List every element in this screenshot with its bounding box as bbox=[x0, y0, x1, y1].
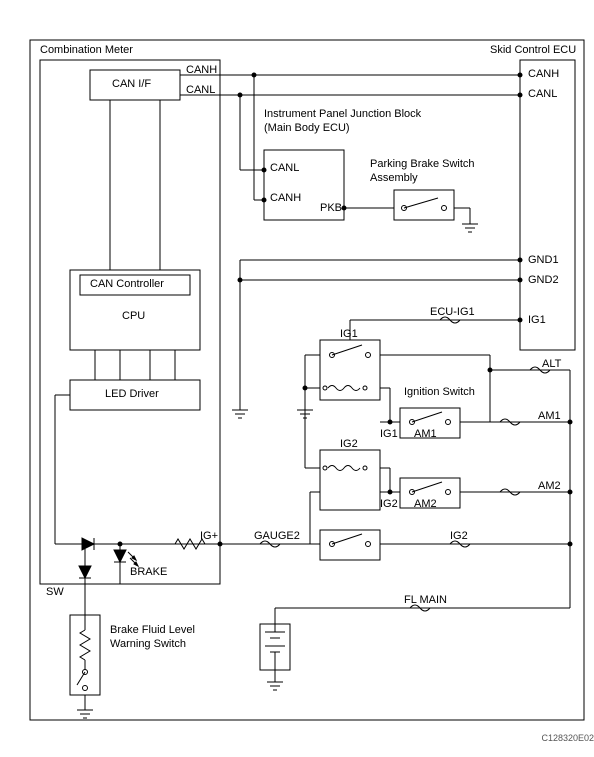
skid-ecu-label: Skid Control ECU bbox=[490, 44, 576, 57]
canl-ecu-label: CANL bbox=[528, 88, 557, 101]
brakefluid-label-1: Brake Fluid Level bbox=[110, 624, 195, 637]
ig1-box-label: IG1 bbox=[340, 328, 358, 341]
parking-label-1: Parking Brake Switch bbox=[370, 158, 475, 171]
ig2-lower-label: IG2 bbox=[380, 498, 398, 511]
jb-label-2: (Main Body ECU) bbox=[264, 122, 350, 135]
am1-lower-label: AM1 bbox=[414, 428, 437, 441]
gauge2-label: GAUGE2 bbox=[254, 530, 300, 543]
canh-meter-label: CANH bbox=[186, 64, 217, 77]
canh-ecu-label: CANH bbox=[528, 68, 559, 81]
parking-label-2: Assembly bbox=[370, 172, 418, 185]
ignition-switch-label: Ignition Switch bbox=[404, 386, 475, 399]
ig1-lower-label: IG1 bbox=[380, 428, 398, 441]
cpu-label: CPU bbox=[122, 310, 145, 323]
igplus-label: IG+ bbox=[200, 530, 218, 543]
gauge2-box bbox=[320, 530, 380, 560]
am2-lower-label: AM2 bbox=[414, 498, 437, 511]
ig1-pin-label: IG1 bbox=[528, 314, 546, 327]
brakefluid-label-2: Warning Switch bbox=[110, 638, 186, 651]
sw-label: SW bbox=[46, 586, 64, 599]
ig2-fuse-label: IG2 bbox=[450, 530, 468, 543]
jb-canl-label: CANL bbox=[270, 162, 299, 175]
jb-canh-label: CANH bbox=[270, 192, 301, 205]
combination-meter-label: Combination Meter bbox=[40, 44, 133, 57]
am1-fuse-label: AM1 bbox=[538, 410, 561, 423]
wiring-diagram: Combination Meter Skid Control ECU CAN I… bbox=[10, 10, 594, 747]
parking-switch-box bbox=[394, 190, 454, 220]
ig2-box-label: IG2 bbox=[340, 438, 358, 451]
ig2-box bbox=[320, 450, 380, 510]
image-id: C128320E02 bbox=[541, 733, 594, 743]
flmain-label: FL MAIN bbox=[404, 594, 447, 607]
gnd2-label: GND2 bbox=[528, 274, 559, 287]
skid-ecu-box bbox=[520, 60, 575, 350]
led-driver-label: LED Driver bbox=[105, 388, 159, 401]
ecu-ig1-label: ECU-IG1 bbox=[430, 306, 475, 319]
jb-label-1: Instrument Panel Junction Block bbox=[264, 108, 421, 121]
alt-label: ALT bbox=[542, 358, 561, 371]
am2-fuse-label: AM2 bbox=[538, 480, 561, 493]
can-controller-label: CAN Controller bbox=[90, 278, 164, 291]
brake-led-label: BRAKE bbox=[130, 566, 167, 579]
pkb-label: PKB bbox=[320, 202, 342, 215]
gnd1-label: GND1 bbox=[528, 254, 559, 267]
canl-meter-label: CANL bbox=[186, 84, 215, 97]
can-if-label: CAN I/F bbox=[112, 78, 151, 91]
